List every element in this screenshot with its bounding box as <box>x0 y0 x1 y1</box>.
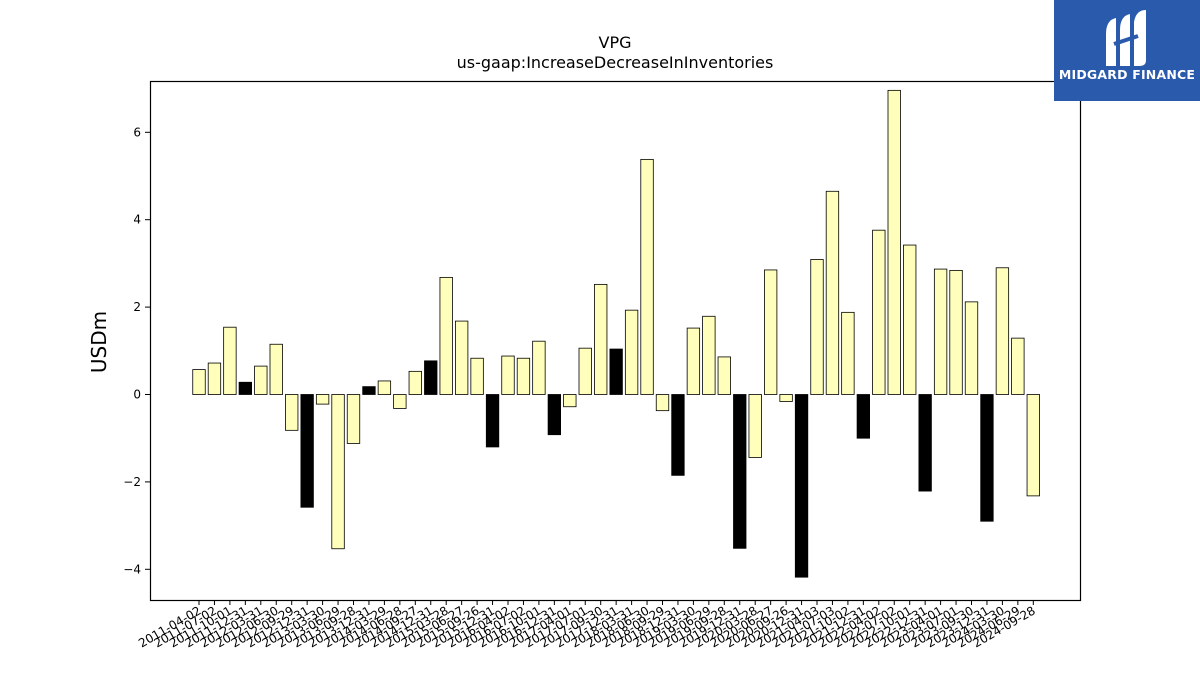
bar-2020-03-28 <box>748 394 762 458</box>
bar-2013-09-28 <box>346 394 361 444</box>
bar-2024-03-30 <box>995 267 1010 395</box>
y-tick-label: 6 <box>133 125 141 139</box>
y-tick-label: −2 <box>123 475 141 489</box>
bar-2018-12-31 <box>671 394 685 476</box>
midgard-m-logo-icon <box>1106 10 1146 66</box>
bar-2014-09-27 <box>408 370 422 395</box>
bar-2018-09-29 <box>655 394 670 412</box>
bar-2013-06-29 <box>331 394 345 550</box>
bar-2012-09-29 <box>285 394 299 431</box>
bar-2022-07-02 <box>887 89 901 395</box>
bar-2011-12-31 <box>238 381 253 395</box>
bar-2012-03-31 <box>254 365 268 395</box>
bar-2015-03-28 <box>439 276 453 395</box>
bar-2022-04-02 <box>872 229 886 395</box>
bar-2012-06-30 <box>269 343 283 395</box>
bar-2022-12-31 <box>918 394 932 492</box>
bar-2016-07-02 <box>516 357 531 395</box>
chart-subtitle: us-gaap:IncreaseDecreaseInInventories <box>457 53 774 72</box>
bar-2019-09-28 <box>717 356 731 395</box>
bar-2017-12-31 <box>609 348 623 395</box>
bar-2019-03-30 <box>686 327 701 395</box>
bar-2011-04-02 <box>192 369 206 395</box>
bar-2023-09-30 <box>964 301 979 395</box>
bar-2021-12-31 <box>856 394 870 439</box>
bar-2024-06-29 <box>1011 337 1025 395</box>
y-tick-label: −4 <box>123 562 141 576</box>
bar-2013-03-30 <box>315 394 330 405</box>
bar-2020-09-26 <box>779 394 793 402</box>
bar-2013-12-31 <box>362 386 376 395</box>
bar-2016-04-02 <box>501 355 515 395</box>
bar-2020-06-27 <box>764 269 778 395</box>
logo-badge: MIDGARD FINANCE <box>1054 0 1200 101</box>
bar-2011-07-02 <box>207 362 222 395</box>
chart-title: VPG <box>599 33 632 52</box>
bar-2014-12-31 <box>424 360 438 395</box>
bar-2017-07-01 <box>578 347 592 395</box>
bar-2019-06-29 <box>702 315 716 395</box>
bar-2016-10-01 <box>532 340 546 395</box>
bar-2023-07-01 <box>949 269 963 395</box>
y-tick-label: 0 <box>133 388 141 402</box>
bar-2016-12-31 <box>547 394 561 436</box>
bar-2015-09-26 <box>470 357 484 395</box>
bar-2015-12-31 <box>485 394 500 448</box>
bar-2019-12-31 <box>733 394 747 549</box>
bar-2021-04-03 <box>810 259 824 395</box>
bars-group <box>192 89 1040 578</box>
bar-2014-03-29 <box>377 380 392 395</box>
y-axis-label: USDm <box>87 311 111 373</box>
y-axis: −4 −2 0 2 4 6 <box>123 125 150 576</box>
bar-2021-07-03 <box>825 190 840 395</box>
bar-2018-03-31 <box>624 309 639 395</box>
bar-2021-10-02 <box>841 311 855 395</box>
bar-2023-12-31 <box>980 394 994 522</box>
bar-2014-06-28 <box>393 394 407 409</box>
bar-2024-09-28 <box>1026 394 1040 497</box>
bar-2022-10-01 <box>903 244 917 395</box>
x-axis: 2011-04-022011-07-022011-10-012011-12-31… <box>136 600 1038 650</box>
bar-2012-12-31 <box>300 394 314 508</box>
bar-2023-04-01 <box>933 268 948 395</box>
bar-2011-10-01 <box>223 326 237 395</box>
y-tick-label: 2 <box>133 300 141 314</box>
plot-frame <box>149 80 1082 602</box>
bar-2017-04-01 <box>563 394 577 408</box>
bar-2017-09-30 <box>594 283 608 395</box>
bar-2018-06-30 <box>640 158 654 395</box>
bar-2020-12-31 <box>794 394 809 578</box>
y-tick-label: 4 <box>133 213 141 227</box>
logo-brand-text: MIDGARD FINANCE <box>1058 67 1196 82</box>
bar-2015-06-27 <box>454 320 469 395</box>
